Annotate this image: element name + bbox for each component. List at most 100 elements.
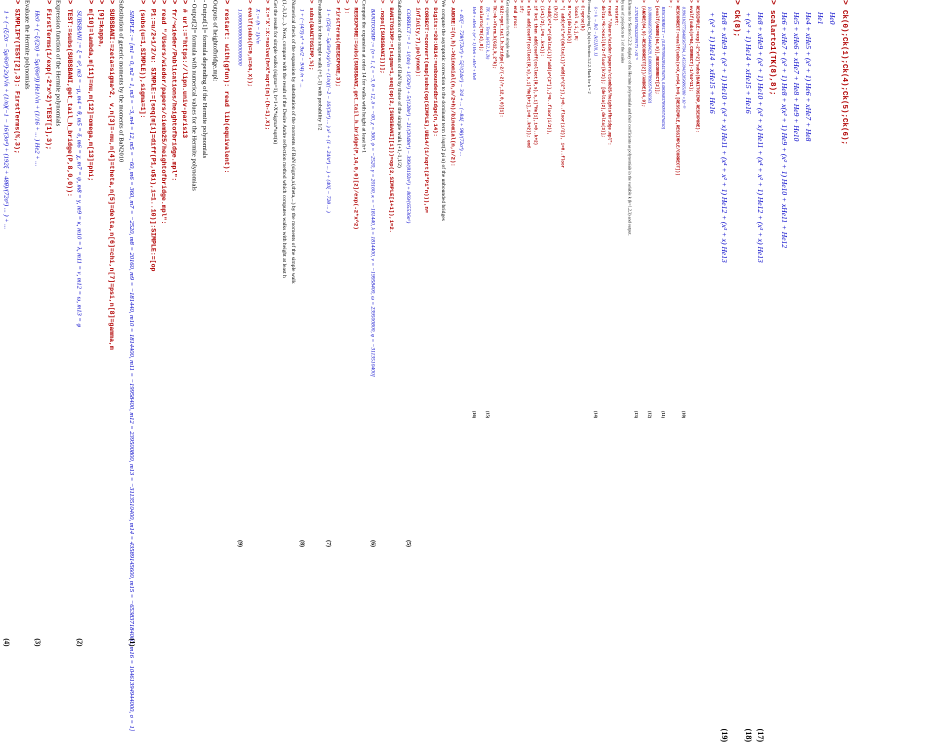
maple-input-line[interactable]: > if k=1 then add(coeff(collect(R,s),s,i… — [532, 0, 538, 418]
maple-command[interactable]: G12:=get_tail_h_bridge(-2/(-2)/r,12,0,0)… — [498, 5, 504, 118]
maple-input-line[interactable]: > [9]=kappa, — [96, 0, 105, 646]
maple-input-line[interactable]: > X:='X':X:=solve(h=X*sqrt(n)-(h-1),X); — [263, 0, 271, 547]
maple-input-line[interactable]: > (ANDRE(64,9)-RESCORRECT[2])/ANDRE(64,9)… — [640, 0, 646, 418]
maple-command[interactable]: infinity,7),polynom): — [414, 7, 421, 78]
maple-input-line[interactable]: > if; — [518, 0, 524, 418]
maple-input-line[interactable]: > # url:="https://lipn.univ-paris13 — [179, 0, 188, 646]
maple-command[interactable]: TEST:=subs(SUBSBANI,get_tail_h_bridge(P,… — [65, 8, 73, 197]
maple-input-line[interactable]: > Digits:=20:UB14:=unboundedbridge(n,14): — [431, 0, 439, 547]
maple-command[interactable]: m[10]=lambda,m[11]=nu,m[12]=omega,m[13]=… — [86, 8, 94, 182]
maple-input-line[interactable]: > delta:=k->ceil(k/2-floor(k/2)); [delta(… — [600, 0, 605, 418]
maple-input-line[interactable]: > FirstTerms(1/exp(-2*x^2)*TEST[1],3); — [44, 0, 52, 646]
maple-command[interactable]: Digits:=20:UB14:=unboundedbridge(n,14): — [431, 7, 438, 137]
maple-input-line[interactable]: > (k/2)) — [552, 0, 558, 418]
maple-command[interactable]: [9]=kappa, — [96, 8, 104, 48]
maple-command[interactable]: else add(coeff(collect(R,s),s,i)*He[k+i]… — [525, 5, 531, 148]
maple-input-line[interactable]: > read "/Users/wieder/papers/ciemb25/heig… — [159, 0, 167, 646]
maple-input-line[interactable]: > Ck(0);Ck(1);Ck(4);Ck(5);Ck(6); — [839, 0, 849, 742]
maple-input-line[interactable]: > evalf(subs(h=9,n=64,X)); — [245, 0, 253, 547]
maple-input-line[interactable]: > scalarto1(TK(8),8); — [767, 0, 777, 742]
maple-command[interactable]: (i+1)/2),i=0..k+1)): — [539, 5, 544, 57]
maple-command[interactable]: RESCORRECT:=evalf(subs(x=X,n=64,h=9,[RES… — [674, 5, 680, 176]
maple-input-line[interactable]: > local s,i,j,R; — [573, 0, 578, 418]
maple-command[interactable]: SIMPLIFY(TEST[2],3): FirstTerms(%,3); — [13, 8, 21, 154]
maple-command[interactable]: (ANDRE(64,9)-RESCORRECT[2])/ANDRE(64,9); — [640, 5, 646, 108]
maple-input-line[interactable]: > FirstTerms(RESEXPORE,3); — [334, 0, 342, 547]
maple-command[interactable]: evalf(subs(n=64,CORRECT)-1/64^11); — [688, 5, 693, 92]
maple-command[interactable]: CORRECT:=convert(map(subs(op(SIMPLE),UB1… — [422, 7, 429, 214]
maple-command[interactable]: R:=x^(delta(k)) — [566, 5, 571, 44]
maple-input-line[interactable]: > fr/~wieder/Publications/heightofbridge.… — [169, 0, 178, 646]
maple-command[interactable]: restart: with(gfun): read lib(equivalent… — [222, 8, 230, 174]
maple-input-line[interactable]: > (i+1)/2),i=0..k+1)): — [539, 0, 544, 418]
maple-command[interactable]: restart: — [613, 5, 619, 26]
maple-input-line[interactable]: > Ck(8); — [731, 0, 741, 742]
maple-input-line[interactable]: > TK:=k->Term_k(G12,k,2*k); — [491, 0, 497, 418]
maple-input-line[interactable]: > infinity,7),polynom): — [413, 0, 421, 547]
maple-input-line[interactable]: > G12:=get_tail_h_bridge(-2/(-2)/r,12,0,0… — [498, 0, 504, 418]
maple-input-line[interactable]: > ANDRE:=(n,h)->binomial(n,n/2+h)/binomia… — [449, 0, 457, 547]
maple-command[interactable]: ANDRE:=(n,h)->binomial(n,n/2+h)/binomial… — [449, 7, 456, 167]
maple-input-line[interactable]: > subs(BANITOSIMP,%); — [307, 0, 315, 547]
maple-command[interactable]: X:='X':X:=solve(h=X*sqrt(n)-(h-1),X); — [263, 7, 270, 131]
maple-command[interactable]: P1:=u/2+1/2/u: SIMPLE:=[seq(m[i]=diff(P1… — [148, 8, 156, 272]
maple-input-line[interactable]: > scalarto(TK(4),8); — [478, 0, 483, 418]
maple-command[interactable]: if k=1 then add(coeff(collect(R,s),s,i)*… — [532, 5, 538, 146]
maple-input-line[interactable]: > P1:=u/2+1/2/u: SIMPLE:=[seq(m[i]=diff(P… — [148, 0, 157, 646]
maple-command[interactable]: SUBSBANI:=zeta=sigma^2, v,n[3]=-mu,n[4]=… — [107, 8, 115, 350]
maple-input-line[interactable]: >): — [343, 0, 350, 547]
maple-input-line[interactable]: > SIMPLIFY(TEST[2],3): FirstTerms(%,3); — [12, 0, 21, 646]
maple-command[interactable]: ; — [667, 5, 673, 9]
maple-command[interactable]: RESEXPORE:=subs(SUBSBANI,get_tail_h_brid… — [352, 7, 359, 230]
maple-command[interactable]: BANITOSIMP:=[sigma=1,seq(op(2,[SUBSBANI]… — [387, 7, 394, 233]
maple-command[interactable]: scalarto1(TK(8),8); — [768, 10, 776, 96]
maple-input-line[interactable]: > restart: — [613, 0, 619, 418]
maple-command[interactable]: scalarto(TK(4),8); — [478, 5, 483, 52]
maple-command[interactable]: read "/Users/wieder/papers/ciemb25/heigh… — [159, 8, 167, 225]
maple-command[interactable]: delta:=k->ceil(k/2-floor(k/2)); [delta(2… — [600, 5, 605, 138]
maple-input-line[interactable]: > else add(coeff(collect(R,s),s,i)*He[k+… — [525, 0, 531, 418]
maple-input-line[interactable]: > RESEXPORE:=subs(SUBSBANI,get_tail_h_bri… — [351, 0, 359, 547]
maple-input-line[interactable]: > CORRECT:=convert(map(subs(op(SIMPLE),UB… — [422, 0, 430, 547]
maple-command[interactable]: evalf(subs(h=9,n=64,X)); — [246, 7, 252, 88]
maple-command[interactable]: *( add(x^i*x^(delta(i))*add(x^(2*j),j=0.… — [559, 5, 565, 169]
maple-input-line[interactable]: > end proc: — [512, 0, 517, 418]
maple-command[interactable]: ): — [343, 7, 350, 15]
maple-command[interactable]: (subs(u=1,SIMPLE)),sigma=1]: — [138, 8, 146, 119]
maple-command[interactable]: FirstTerms(RESEXPORE,3); — [334, 7, 341, 88]
maple-input-line[interactable]: > m[10]=lambda,m[11]=nu,m[12]=omega,m[13]… — [85, 0, 94, 646]
maple-input-line[interactable]: > (subs(u=1,SIMPLE)),sigma=1]: — [138, 0, 147, 646]
maple-input-line[interactable]: > [evalf(ANDRE(64,9)),RESCORRECT[2]]; — [654, 0, 659, 418]
maple-command[interactable]: # url:="https://lipn.univ-paris13 — [180, 8, 188, 139]
maple-input-line[interactable]: > read "/Users/wieder/papers/ciemb25/heig… — [606, 0, 612, 418]
maple-command[interactable]: (k/2)) — [552, 5, 558, 21]
maple-input-line[interactable]: > C:=proc(k) — [579, 0, 585, 418]
maple-command[interactable]: FirstTerms(1/exp(-2*x^2)*TEST[1],3); — [44, 8, 52, 150]
maple-command[interactable]: Ck(0);Ck(1);Ck(4);Ck(5);Ck(6); — [840, 10, 848, 146]
maple-input-line[interactable]: > +add(x^i*x^(delta(i))*add(x^(2*j),j=0.… — [546, 0, 551, 418]
maple-input-line[interactable]: > R:=x^(delta(k)) — [566, 0, 571, 418]
maple-input-line[interactable]: > *( add(x^i*x^(delta(i))*add(x^(2*j),j=… — [559, 0, 565, 418]
maple-input-line[interactable]: >; — [667, 0, 673, 418]
maple-input-line[interactable]: > RESSIMPLE:=exp(-2*x^2)*subs(BANITOSIMP,… — [694, 0, 700, 418]
maple-input-line[interactable]: > TEST:=subs(SUBSBANI,get_tail_h_bridge(P… — [64, 0, 73, 646]
maple-command[interactable]: fr/~wieder/Publications/heightofbridge.m… — [169, 8, 177, 182]
maple-input-line[interactable]: > evalf(subs(n=64,CORRECT)-1/64^11); — [688, 0, 693, 418]
maple-input-line[interactable]: > .nops([SUBSBANI]))]; — [378, 0, 386, 547]
maple-command[interactable]: end proc: — [512, 5, 517, 29]
maple-command[interactable]: if; — [519, 5, 524, 14]
maple-input-line[interactable]: > SUBSBANI:=zeta=sigma^2, v,n[3]=-mu,n[4]… — [106, 0, 115, 646]
maple-command[interactable]: read "/Users/wieder/papers/ciemb25/heigh… — [606, 5, 612, 146]
maple-command[interactable]: subs(BANITOSIMP,%); — [307, 7, 314, 71]
maple-command[interactable]: C:=proc(k) — [579, 5, 585, 32]
maple-command[interactable]: .nops([SUBSBANI]))]; — [378, 7, 385, 74]
maple-command[interactable]: RESSIMPLE:=exp(-2*x^2)*subs(BANITOSIMP,R… — [694, 5, 700, 133]
maple-input-line[interactable]: > RESCORRECT:=evalf(subs(x=X,n=64,h=9,[RE… — [674, 0, 680, 418]
maple-command[interactable]: +add(x^i*x^(delta(i))*add(x^(2*j),j=0..f… — [546, 5, 551, 136]
maple-input-line[interactable]: > restart: with(gfun): read lib(equivalen… — [221, 0, 230, 646]
maple-command[interactable]: local s,i,j,R; — [573, 5, 578, 42]
maple-command[interactable]: Ck(8); — [732, 10, 740, 38]
maple-input-line[interactable]: > BANITOSIMP:=[sigma=1,seq(op(2,[SUBSBANI… — [387, 0, 395, 547]
maple-command[interactable]: [evalf(ANDRE(64,9)),RESCORRECT[2]]; — [654, 5, 659, 95]
maple-command[interactable]: TK:=k->Term_k(G12,k,2*k); — [491, 5, 497, 70]
